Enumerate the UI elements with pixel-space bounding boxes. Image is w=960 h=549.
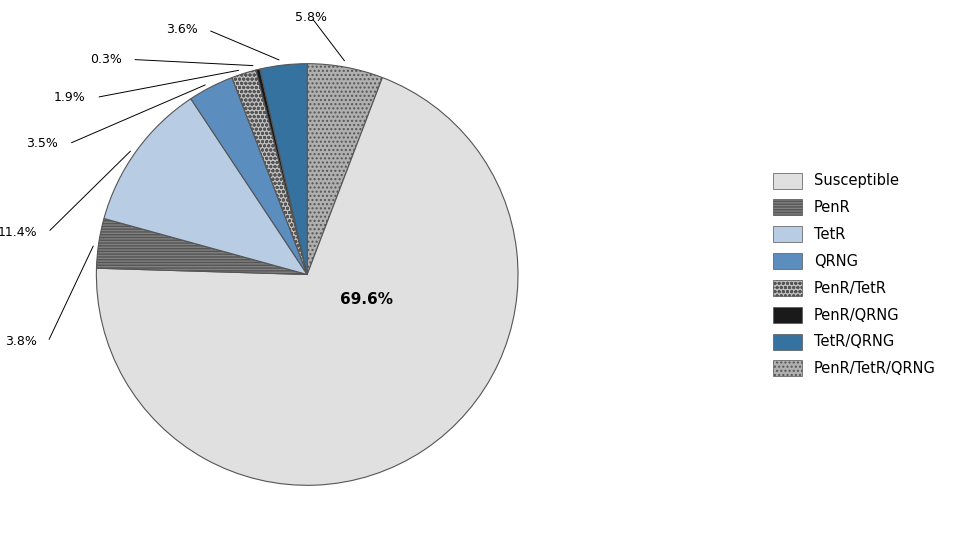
Legend: Susceptible, PenR, TetR, QRNG, PenR/TetR, PenR/QRNG, TetR/QRNG, PenR/TetR/QRNG: Susceptible, PenR, TetR, QRNG, PenR/TetR… [766,165,943,384]
Wedge shape [191,77,307,274]
Text: 5.8%: 5.8% [296,11,327,24]
Text: 0.3%: 0.3% [90,53,122,66]
Text: 3.6%: 3.6% [166,24,198,36]
Wedge shape [307,64,382,274]
Text: 3.8%: 3.8% [6,335,37,349]
Wedge shape [96,77,518,485]
Wedge shape [96,219,307,274]
Wedge shape [260,64,307,274]
Text: 3.5%: 3.5% [27,137,59,150]
Wedge shape [104,99,307,274]
Text: 69.6%: 69.6% [340,292,393,307]
Text: 1.9%: 1.9% [54,91,85,104]
Wedge shape [256,69,307,274]
Wedge shape [232,70,307,274]
Text: 11.4%: 11.4% [0,226,37,239]
